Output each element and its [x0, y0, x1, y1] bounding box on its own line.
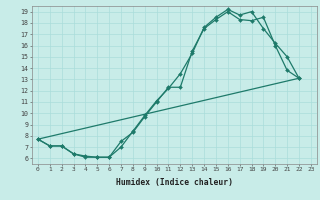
X-axis label: Humidex (Indice chaleur): Humidex (Indice chaleur) — [116, 178, 233, 187]
